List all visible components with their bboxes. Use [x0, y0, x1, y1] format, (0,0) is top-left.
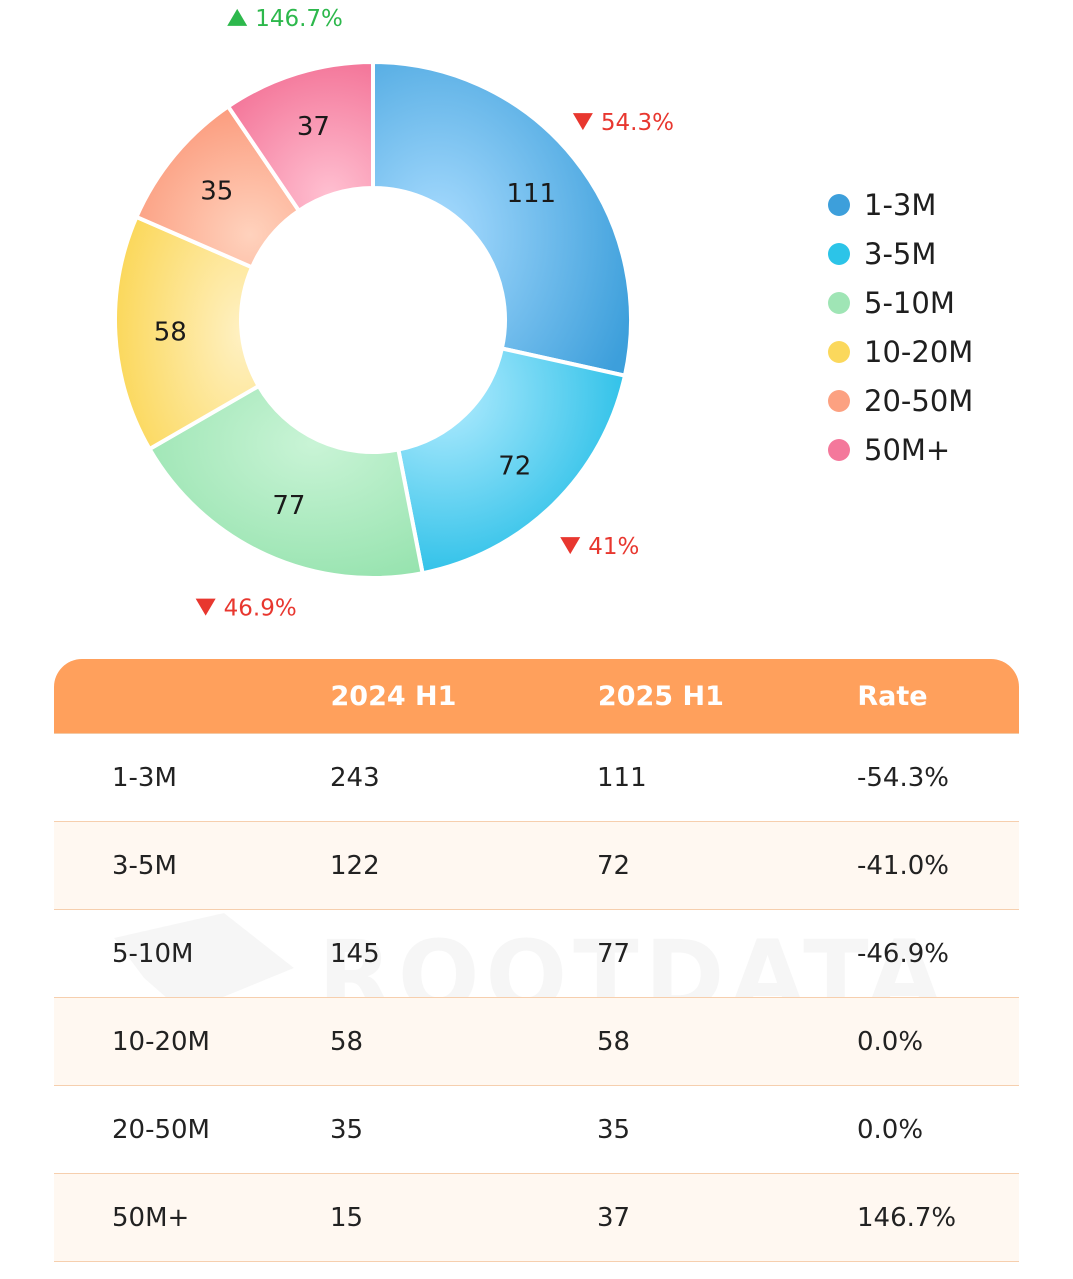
table-cell: 77: [597, 938, 631, 969]
donut-slice-5-10m: [146, 383, 425, 580]
table-cell: 37: [597, 1202, 631, 1233]
table-cell: 72: [597, 850, 631, 881]
table-cell: 5-10M: [112, 938, 194, 969]
table-cell: 20-50M: [112, 1114, 210, 1145]
table-cell: 111: [597, 762, 647, 793]
legend-dot-icon: [828, 291, 850, 314]
table-cell: 3-5M: [112, 850, 177, 881]
legend-item: 20-50M: [828, 376, 973, 425]
table-cell: 15: [330, 1202, 364, 1233]
table-cell: 145: [330, 938, 380, 969]
legend-dot-icon: [828, 193, 850, 216]
table-cell: 0.0%: [857, 1114, 924, 1145]
table-cell: -46.9%: [857, 938, 949, 969]
slice-value-label: 35: [200, 176, 233, 206]
legend-item: 10-20M: [828, 327, 973, 376]
legend-item: 5-10M: [828, 278, 973, 327]
donut-chart: 111 72 77 58 35 37 54.3% 41% 46.9% 146.7%: [113, 6, 674, 620]
table-header: 2024 H1 2025 H1 Rate: [54, 659, 1019, 734]
change-annotation: 146.7%: [227, 6, 343, 32]
change-annotation: 46.9%: [195, 596, 297, 620]
table-cell: -54.3%: [857, 762, 949, 793]
change-annotation-text: 41%: [588, 534, 639, 560]
table-row: 10-20M 58 58 0.0%: [54, 998, 1019, 1086]
legend: 1-3M 3-5M 5-10M 10-20M 20-50M 50M+: [828, 180, 973, 474]
change-annotation-text: 46.9%: [224, 596, 297, 620]
legend-label: 10-20M: [864, 334, 974, 369]
change-annotation: 54.3%: [572, 110, 674, 136]
header-cell: 2025 H1: [597, 680, 724, 712]
legend-dot-icon: [828, 389, 850, 412]
table-cell: 35: [597, 1114, 631, 1145]
legend-item: 50M+: [828, 425, 973, 474]
table-row: 1-3M 243 111 -54.3%: [54, 734, 1019, 822]
table-cell: 35: [330, 1114, 364, 1145]
table-row: 20-50M 35 35 0.0%: [54, 1086, 1019, 1174]
donut-slice-10-20m: [113, 214, 262, 452]
table-cell: 58: [330, 1026, 364, 1057]
triangle-down-icon: [195, 598, 216, 616]
legend-dot-icon: [828, 438, 850, 461]
data-table: 2024 H1 2025 H1 Rate 1-3M 243 111 -54.3%…: [54, 659, 1019, 1262]
legend-label: 1-3M: [864, 187, 937, 222]
legend-dot-icon: [828, 340, 850, 363]
triangle-up-icon: [227, 8, 248, 26]
table-cell: 243: [330, 762, 380, 793]
triangle-down-icon: [560, 537, 581, 555]
table-cell: 0.0%: [857, 1026, 924, 1057]
table-cell: -41.0%: [857, 850, 949, 881]
slice-value-label: 72: [498, 451, 531, 481]
header-cell: Rate: [857, 680, 928, 712]
legend-item: 3-5M: [828, 229, 973, 278]
legend-dot-icon: [828, 242, 850, 265]
donut-slice-1-3m: [371, 59, 633, 379]
legend-label: 20-50M: [864, 383, 974, 418]
legend-label: 3-5M: [864, 236, 937, 271]
triangle-down-icon: [572, 113, 593, 131]
table-cell: 1-3M: [112, 762, 177, 793]
table-cell: 122: [330, 850, 380, 881]
slice-value-label: 77: [272, 491, 305, 521]
slice-value-label: 37: [297, 112, 330, 142]
change-annotation-text: 54.3%: [601, 110, 674, 136]
table-cell: 10-20M: [112, 1026, 210, 1057]
table-row: 3-5M 122 72 -41.0%: [54, 822, 1019, 910]
change-annotation-text: 146.7%: [255, 6, 343, 32]
table-cell: 146.7%: [857, 1202, 957, 1233]
donut-slice-50m-: [225, 59, 375, 214]
slice-value-label: 111: [506, 179, 556, 209]
table-row: 5-10M 145 77 -46.9%: [54, 910, 1019, 998]
change-annotation: 41%: [560, 534, 639, 560]
legend-label: 5-10M: [864, 285, 955, 320]
table-cell: 50M+: [112, 1202, 190, 1233]
slice-value-label: 58: [154, 317, 187, 347]
donut-slice-3-5m: [396, 346, 628, 576]
legend-label: 50M+: [864, 432, 951, 467]
header-cell: 2024 H1: [330, 680, 457, 712]
legend-item: 1-3M: [828, 180, 973, 229]
table-cell: 58: [597, 1026, 631, 1057]
table-row: 50M+ 15 37 146.7%: [54, 1174, 1019, 1262]
